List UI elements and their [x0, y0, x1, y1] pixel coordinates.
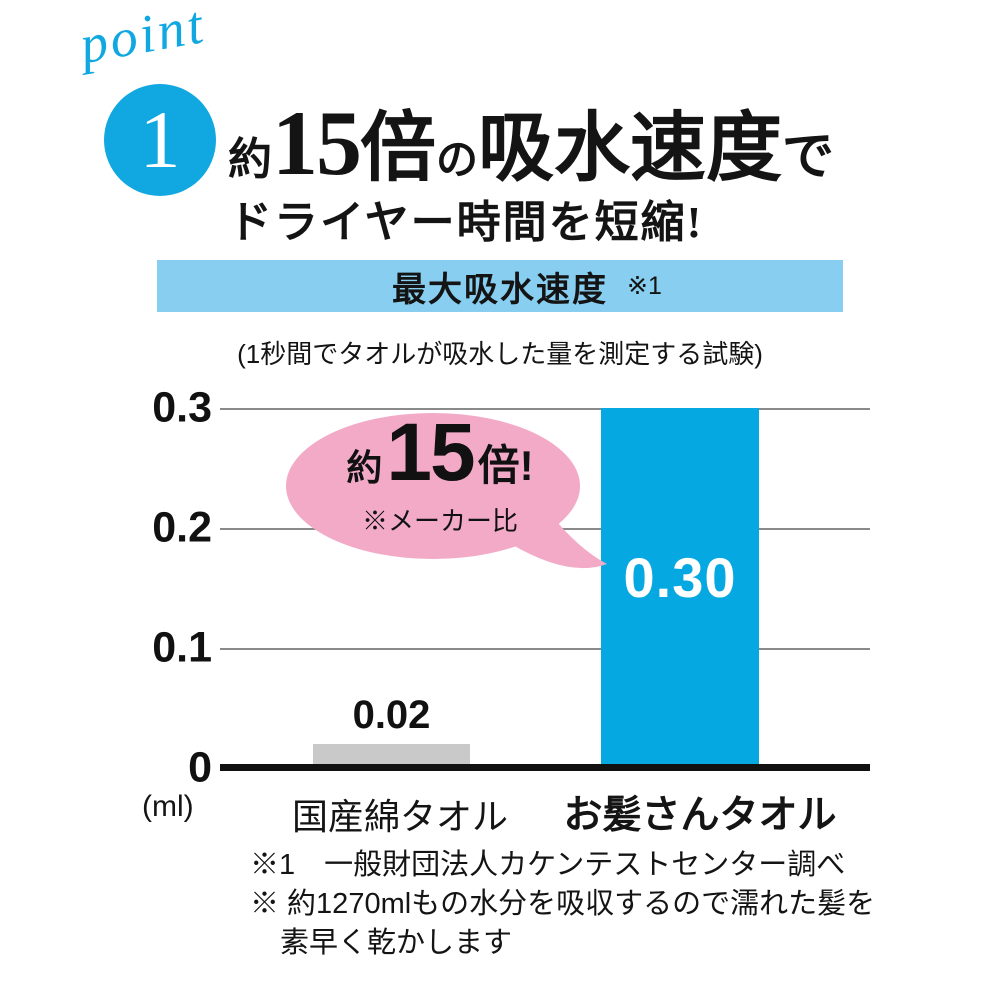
point-number-badge: 1 [104, 84, 216, 196]
footnote-line-1: ※1 一般財団法人カケンテストセンター調べ [250, 849, 846, 881]
x-axis-label-okamisan-towel: お髪さんタオル [563, 794, 837, 837]
bar-okamisan-towel: 0.30 [601, 408, 759, 768]
x-axis-label-cotton-towel: 国産綿タオル [291, 796, 508, 837]
point-number: 1 [139, 94, 181, 185]
footnote-reference: ※1 [627, 272, 662, 300]
y-axis-tick-label: 0.2 [152, 503, 212, 552]
title-part: の [436, 138, 479, 184]
y-axis: 0 0.1 0.2 0.3 [60, 384, 212, 792]
chart-title-banner: 最大吸水速度 ※1 [157, 260, 843, 312]
multiplier-annotation: 約 15 倍! ※メーカー比 [295, 407, 585, 538]
chart-title: 最大吸水速度 [392, 270, 608, 309]
footnotes: ※1 一般財団法人カケンテストセンター調べ ※ 約1270mlもの水分を吸収する… [250, 846, 875, 963]
main-subtitle: ドライヤー時間を短縮! [228, 198, 704, 247]
title-part: で [782, 129, 835, 186]
y-axis-tick-label: 0.3 [152, 383, 212, 432]
gridline [220, 648, 870, 650]
bar-value-label-okamisan: 0.30 [623, 546, 737, 609]
title-part: 倍 [360, 107, 436, 191]
footnote-line-2: ※ 約1270mlもの水分を吸収するので濡れた髪を [250, 888, 876, 920]
title-part: 約 [228, 135, 272, 184]
y-axis-unit: (ml) [142, 790, 194, 823]
speech-bubble [286, 413, 607, 569]
main-title: 約 15 倍の吸水速度で [228, 86, 834, 196]
bar-value-label-cotton: 0.02 [352, 693, 431, 737]
multiplier-text: 約 15 倍! [295, 407, 585, 498]
y-axis-tick-label: 0 [188, 743, 212, 792]
multiplier-number: 15 [386, 407, 475, 498]
test-method-note: (1秒間でタオルが吸水した量を測定する試験) [237, 339, 763, 369]
footnote-line-3: 素早く乾かします [280, 927, 513, 959]
multiplier-prefix: 約 [346, 447, 383, 488]
x-axis-baseline [220, 764, 870, 771]
point-script-label: point [75, 0, 210, 76]
title-multiplier: 15 [272, 92, 362, 194]
title-part: 吸水速度 [478, 107, 783, 191]
maker-comparison-note: ※メーカー比 [361, 506, 518, 536]
gridline [220, 408, 870, 410]
y-axis-tick-label: 0.1 [152, 623, 212, 672]
multiplier-suffix: 倍! [477, 442, 534, 489]
